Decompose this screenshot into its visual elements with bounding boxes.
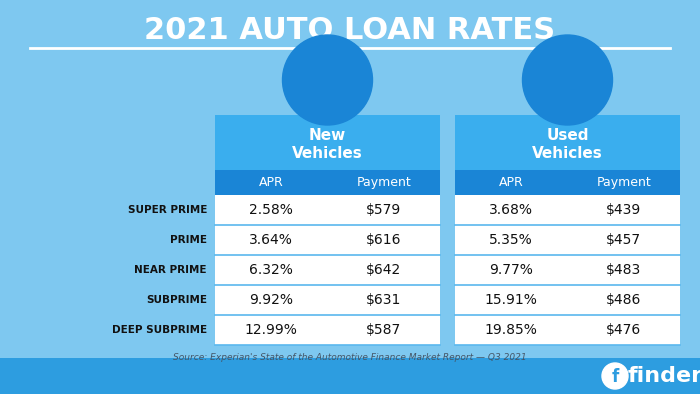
Text: 9.92%: 9.92% [249,293,293,307]
FancyBboxPatch shape [215,170,440,195]
Circle shape [283,35,372,125]
FancyBboxPatch shape [215,285,440,315]
Text: Source: Experian's State of the Automotive Finance Market Report — Q3 2021: Source: Experian's State of the Automoti… [173,353,527,362]
Text: $439: $439 [606,203,641,217]
Text: 5.35%: 5.35% [489,233,533,247]
FancyBboxPatch shape [215,255,440,285]
Text: PRIME: PRIME [170,235,207,245]
FancyBboxPatch shape [455,170,680,195]
Text: $579: $579 [366,203,401,217]
FancyBboxPatch shape [455,285,680,315]
Text: 3.68%: 3.68% [489,203,533,217]
FancyBboxPatch shape [0,358,700,394]
FancyBboxPatch shape [455,315,680,345]
Text: $476: $476 [606,323,641,337]
Text: 3.64%: 3.64% [249,233,293,247]
Text: $616: $616 [366,233,402,247]
Text: Payment: Payment [356,176,411,189]
Text: 12.99%: 12.99% [245,323,298,337]
Text: New
Vehicles: New Vehicles [292,128,363,161]
FancyBboxPatch shape [215,115,440,170]
FancyBboxPatch shape [215,315,440,345]
FancyBboxPatch shape [455,195,680,225]
Text: 9.77%: 9.77% [489,263,533,277]
Text: APR: APR [259,176,284,189]
Text: SUPER PRIME: SUPER PRIME [127,205,207,215]
Text: 19.85%: 19.85% [485,323,538,337]
Text: $457: $457 [606,233,641,247]
Text: $631: $631 [366,293,401,307]
Text: $587: $587 [366,323,401,337]
Circle shape [602,363,628,389]
Text: f: f [611,368,619,386]
Text: $642: $642 [366,263,401,277]
Text: $486: $486 [606,293,641,307]
Text: 2021 AUTO LOAN RATES: 2021 AUTO LOAN RATES [144,15,556,45]
Text: finder: finder [627,366,700,386]
Text: APR: APR [499,176,524,189]
FancyBboxPatch shape [215,225,440,255]
Text: 6.32%: 6.32% [249,263,293,277]
Circle shape [522,35,612,125]
Text: SUBPRIME: SUBPRIME [146,295,207,305]
FancyBboxPatch shape [455,225,680,255]
FancyBboxPatch shape [455,115,680,170]
Text: NEAR PRIME: NEAR PRIME [134,265,207,275]
Text: Payment: Payment [596,176,651,189]
Text: 15.91%: 15.91% [485,293,538,307]
FancyBboxPatch shape [215,195,440,225]
Text: 2.58%: 2.58% [249,203,293,217]
FancyBboxPatch shape [455,255,680,285]
Text: $483: $483 [606,263,641,277]
Text: DEEP SUBPRIME: DEEP SUBPRIME [112,325,207,335]
Text: Used
Vehicles: Used Vehicles [532,128,603,161]
